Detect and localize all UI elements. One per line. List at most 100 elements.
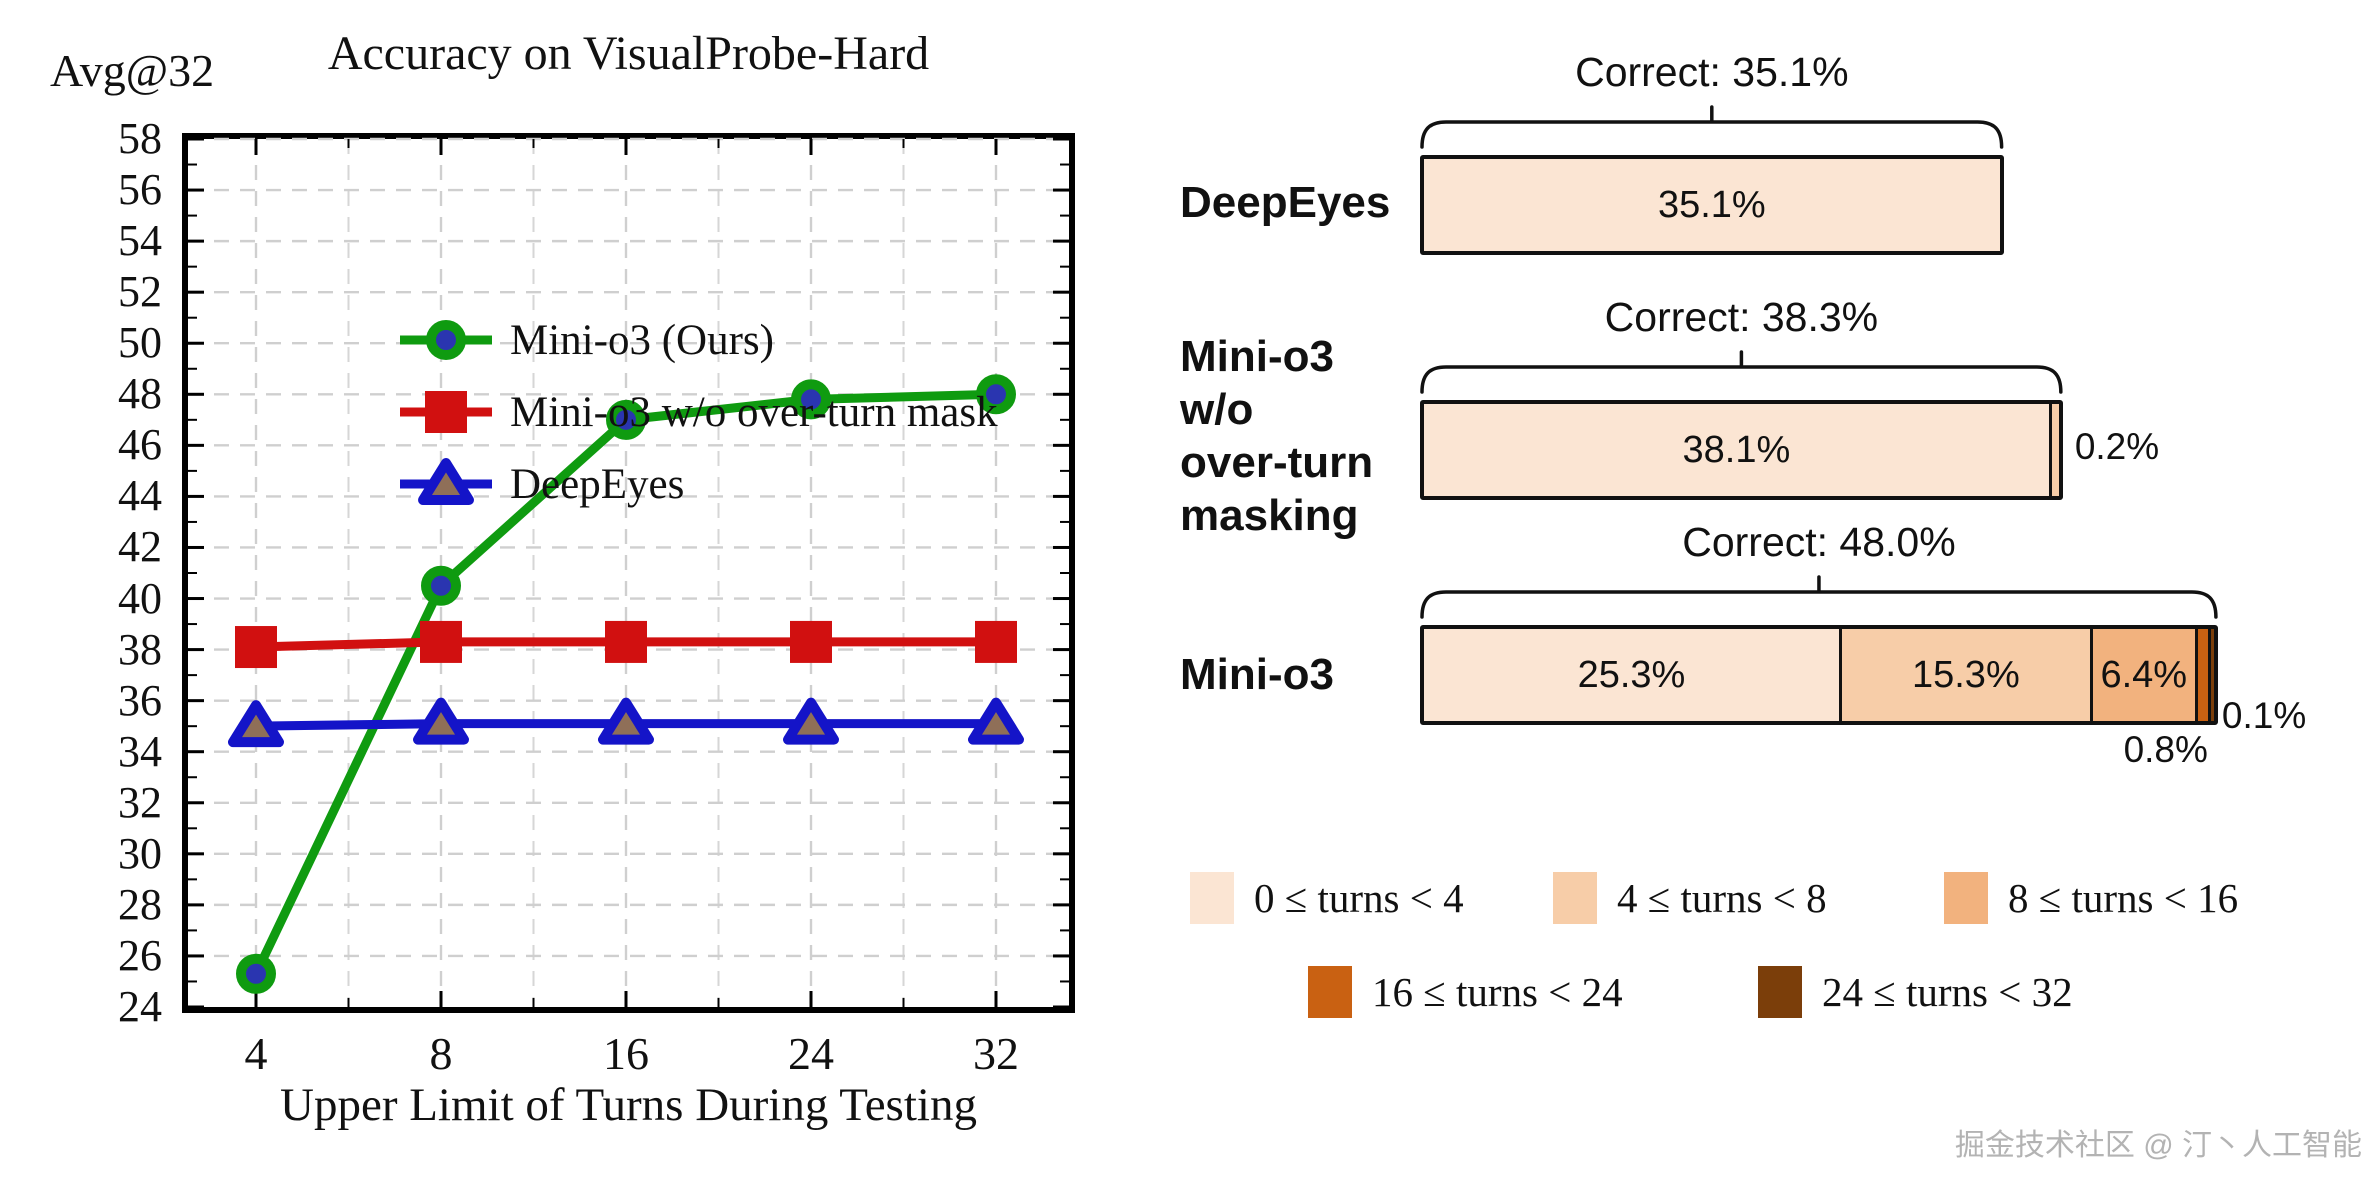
x-tick-label: 24: [788, 1028, 834, 1079]
data-point-marker: [975, 620, 1017, 663]
data-point-marker: [413, 697, 469, 745]
y-tick-label: 44: [118, 471, 162, 521]
correct-label: Correct: 48.0%: [1682, 519, 1956, 565]
data-point-marker: [790, 620, 832, 663]
stacked-bar: 25.3% 15.3% 6.4%: [1420, 625, 2218, 725]
y-tick-label: 32: [118, 777, 162, 827]
correct-label: Correct: 35.1%: [1575, 49, 1849, 95]
data-point-marker: [598, 697, 654, 745]
bar-segment: [2194, 629, 2208, 721]
legend-marker: [425, 391, 467, 433]
bar-row-label-line: DeepEyes: [1180, 178, 1391, 227]
bucket-legend-swatch: [1308, 966, 1352, 1018]
bucket-legend-swatch: [1758, 966, 1802, 1018]
data-point-marker: [228, 700, 284, 748]
x-tick-label: 32: [973, 1028, 1019, 1079]
bucket-legend-label: 24 ≤ turns < 32: [1822, 969, 2073, 1015]
brace: [1420, 575, 2218, 619]
bar-row-label-line: Mini-o3: [1180, 332, 1334, 381]
line-legend-sample-svg: [400, 320, 492, 360]
bucket-legend-item: 8 ≤ turns < 16: [1944, 872, 2238, 924]
bar-segment: 25.3%: [1424, 629, 1839, 721]
bucket-legend-item: 0 ≤ turns < 4: [1190, 872, 1464, 924]
y-tick-label: 24: [118, 982, 162, 1031]
y-tick-label: 40: [118, 573, 162, 623]
bucket-legend-label: 0 ≤ turns < 4: [1254, 875, 1464, 921]
bar-segment: 35.1%: [1424, 159, 2000, 251]
bar-row-label: Mini-o3 w/o over-turn masking: [1180, 330, 1373, 542]
y-tick-label: 26: [118, 930, 162, 980]
stacked-bar: 38.1%: [1420, 400, 2063, 500]
bucket-legend-item: 4 ≤ turns < 8: [1553, 872, 1827, 924]
data-point-marker: [235, 626, 277, 669]
line-legend-label: DeepEyes: [510, 460, 685, 508]
line-chart-legend: Mini-o3 (Ours) Mini-o3 w/o over-turn mask…: [400, 304, 998, 520]
bar-segment-label: 6.4%: [2100, 653, 2188, 696]
bucket-legend-swatch: [1944, 872, 1988, 924]
bar-segment-label: 15.3%: [1911, 653, 2020, 696]
y-tick-label: 34: [118, 726, 162, 776]
bar-outside-label: 0.8%: [2123, 729, 2208, 770]
y-tick-label: 36: [118, 675, 162, 725]
line-legend-sample: [400, 388, 492, 436]
bucket-legend-label: 4 ≤ turns < 8: [1617, 875, 1827, 921]
data-point-marker: [783, 697, 839, 745]
bucket-legend-label: 8 ≤ turns < 16: [2008, 875, 2239, 921]
bucket-legend-item: 24 ≤ turns < 32: [1758, 966, 2073, 1018]
bucket-legend-swatch: [1190, 872, 1234, 924]
legend-marker: [418, 458, 474, 505]
bar-row-label: DeepEyes: [1180, 176, 1390, 229]
x-axis-title: Upper Limit of Turns During Testing: [280, 1079, 977, 1131]
stacked-bar: 35.1%: [1420, 155, 2004, 255]
line-legend-label: Mini-o3 (Ours): [510, 316, 774, 364]
brace-path: [1420, 105, 2004, 149]
data-point-marker: [605, 620, 647, 663]
line-legend-item: Mini-o3 w/o over-turn mask: [400, 376, 998, 448]
brace-path: [1420, 350, 2063, 394]
bar-segment: 15.3%: [1838, 629, 2090, 721]
data-point-marker: [606, 399, 646, 440]
x-tick-label: 16: [603, 1028, 649, 1079]
bar-segment: [2048, 404, 2059, 496]
line-legend-item: Mini-o3 (Ours): [400, 304, 998, 376]
bar-row-label-line: over-turn: [1180, 438, 1374, 487]
y-tick-label: 38: [118, 624, 162, 674]
bar-row-label-line: Mini-o3: [1180, 650, 1334, 699]
y-tick-label: 28: [118, 879, 162, 929]
bucket-legend-swatch: [1553, 872, 1597, 924]
line-legend-sample: [400, 458, 492, 508]
bar-segment: 38.1%: [1424, 404, 2049, 496]
line-chart-title: Accuracy on VisualProbe-Hard: [327, 27, 930, 80]
y-axis-corner-label: Avg@32: [50, 45, 215, 96]
data-point-marker: [420, 620, 462, 663]
y-tick-label: 46: [118, 420, 162, 470]
legend-marker: [426, 320, 466, 360]
x-tick-label: 4: [244, 1028, 268, 1079]
line-chart-svg: [188, 137, 1069, 1009]
line-legend-sample-svg: [400, 391, 492, 433]
y-tick-label: 50: [118, 318, 162, 368]
brace-path: [1420, 575, 2218, 619]
data-point-marker: [976, 374, 1016, 415]
brace: [1420, 350, 2063, 394]
y-tick-label: 42: [118, 522, 162, 572]
bar-segment-label: 35.1%: [1657, 183, 1766, 226]
line-legend-label: Mini-o3 w/o over-turn mask: [510, 388, 998, 436]
line-legend-item: DeepEyes: [400, 448, 998, 520]
y-tick-label: 56: [118, 165, 162, 215]
data-point-marker: [791, 379, 831, 420]
bucket-legend-label: 16 ≤ turns < 24: [1372, 969, 1623, 1015]
bar-row-label-line: masking: [1180, 491, 1359, 540]
watermark: 掘金技术社区 @ 汀丶人工智能: [1954, 1129, 2362, 1162]
y-tick-label: 58: [118, 114, 162, 163]
bar-row-label: Mini-o3: [1180, 648, 1334, 701]
line-legend-sample: [400, 316, 492, 364]
data-point-marker: [236, 953, 276, 994]
bar-segment-label: 38.1%: [1682, 428, 1791, 471]
bar-outside-label: 0.1%: [2221, 695, 2307, 736]
data-point-marker: [421, 565, 461, 606]
y-tick-label: 48: [118, 369, 162, 419]
bar-segment: 6.4%: [2089, 629, 2195, 721]
line-legend-sample-svg: [400, 458, 492, 505]
